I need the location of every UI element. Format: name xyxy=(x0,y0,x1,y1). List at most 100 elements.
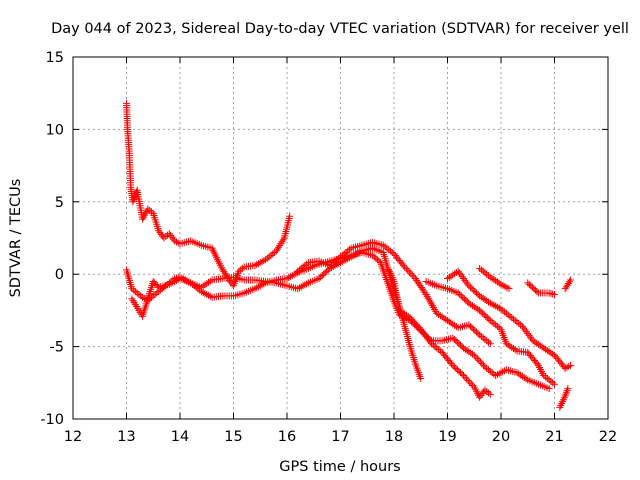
data-point xyxy=(477,308,485,316)
data-marks xyxy=(123,99,575,411)
data-point xyxy=(451,321,459,329)
data-point xyxy=(251,262,259,270)
data-point xyxy=(478,360,486,368)
data-point xyxy=(342,248,350,256)
data-point xyxy=(563,386,571,394)
data-point xyxy=(479,294,487,302)
data-point xyxy=(373,256,381,264)
chart-title: Day 044 of 2023, Sidereal Day-to-day VTE… xyxy=(51,21,629,37)
data-point xyxy=(453,366,461,374)
data-point xyxy=(481,269,489,277)
data-point xyxy=(473,328,481,336)
data-point xyxy=(353,250,361,258)
data-point xyxy=(456,269,464,277)
series-arc-10 xyxy=(556,385,572,411)
data-point xyxy=(417,325,425,333)
data-point xyxy=(165,280,173,288)
data-point xyxy=(147,208,155,216)
data-point xyxy=(515,319,523,327)
plot-frame xyxy=(72,56,609,420)
data-point xyxy=(481,335,489,343)
data-point xyxy=(562,390,570,398)
data-point xyxy=(457,292,465,300)
data-point xyxy=(525,280,533,288)
data-point xyxy=(406,314,414,322)
data-point xyxy=(505,285,513,293)
data-point xyxy=(549,350,557,358)
data-point xyxy=(172,276,180,284)
y-tick-label: 0 xyxy=(55,267,64,283)
data-point xyxy=(201,281,209,289)
data-point xyxy=(482,312,490,320)
data-point xyxy=(464,377,472,385)
data-point xyxy=(509,345,517,353)
y-tick-labels: -10 -5 0 5 10 15 xyxy=(40,50,64,428)
data-point xyxy=(271,248,279,256)
data-point xyxy=(431,343,439,351)
data-point xyxy=(317,273,325,281)
data-point xyxy=(534,340,542,348)
data-point xyxy=(340,257,348,265)
data-point xyxy=(301,281,309,289)
data-point xyxy=(525,331,533,339)
data-point xyxy=(295,284,303,292)
data-point xyxy=(468,324,476,332)
data-point xyxy=(401,263,409,271)
data-point xyxy=(520,324,528,332)
y-axis-title: SDTVAR / TECUs xyxy=(8,179,24,298)
data-point xyxy=(421,331,429,339)
data-point xyxy=(449,271,457,279)
data-point xyxy=(423,334,431,342)
series-arc-9 xyxy=(524,279,558,298)
data-point xyxy=(354,249,362,257)
data-point xyxy=(465,348,473,356)
data-point xyxy=(444,317,451,325)
data-point xyxy=(425,336,433,344)
data-point xyxy=(449,361,457,369)
data-point xyxy=(344,247,352,255)
data-point xyxy=(493,303,501,311)
data-point xyxy=(206,292,214,300)
data-point xyxy=(469,381,477,389)
data-point xyxy=(502,340,510,348)
data-point xyxy=(383,244,391,252)
data-point xyxy=(162,233,170,241)
data-point xyxy=(483,364,491,372)
data-point xyxy=(452,323,460,331)
data-point xyxy=(506,312,514,320)
data-point xyxy=(412,320,420,328)
data-point xyxy=(349,252,357,260)
data-point xyxy=(528,283,536,291)
data-point xyxy=(524,279,532,287)
data-point xyxy=(466,283,474,291)
data-point xyxy=(460,295,468,303)
data-point xyxy=(531,338,539,346)
data-point xyxy=(407,270,415,278)
data-point xyxy=(429,341,437,349)
data-point xyxy=(565,278,573,286)
series-arc-4 xyxy=(294,238,494,348)
data-point xyxy=(567,276,575,284)
data-point xyxy=(486,273,494,281)
data-point xyxy=(551,290,558,298)
data-point xyxy=(203,280,211,288)
data-point xyxy=(299,282,307,290)
data-point xyxy=(253,261,261,269)
data-point xyxy=(477,293,485,301)
data-point xyxy=(476,264,484,272)
data-point xyxy=(455,340,463,348)
series-arc-7 xyxy=(444,267,575,372)
y-tick-label: -10 xyxy=(40,412,64,428)
data-point xyxy=(397,308,405,316)
data-point xyxy=(399,261,407,269)
data-point xyxy=(509,315,517,323)
data-point xyxy=(295,266,303,274)
data-point xyxy=(501,308,509,316)
data-point xyxy=(488,274,496,282)
data-point xyxy=(531,286,539,294)
data-point xyxy=(508,314,516,322)
data-point xyxy=(415,280,423,288)
data-point xyxy=(419,285,427,293)
